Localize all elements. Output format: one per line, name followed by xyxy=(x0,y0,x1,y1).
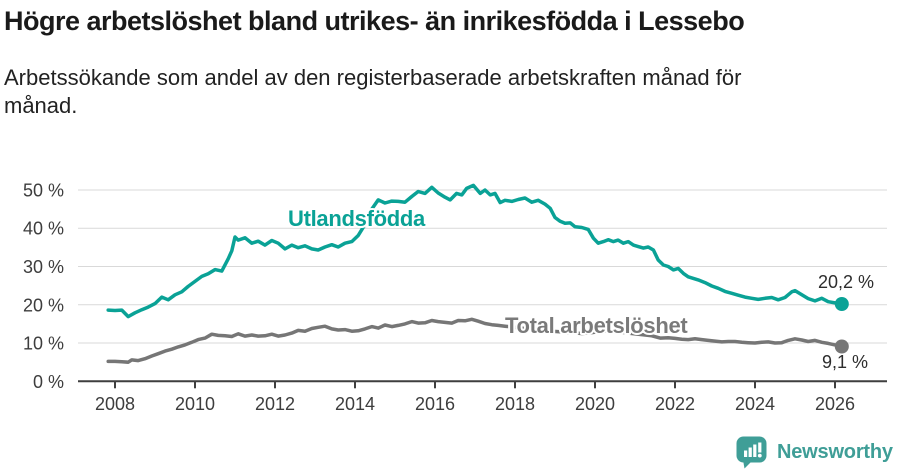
bar-chart-glyph xyxy=(744,442,762,458)
end-value-label-utlandsfodda: 20,2 % xyxy=(818,272,874,292)
y-tick-label-0: 0 % xyxy=(33,372,64,392)
unemployment-line-chart: 2008 2010 2012 2014 2016 2018 2020 2022 2024 2026… xyxy=(23,181,887,414)
x-tick-label-2022: 2022 xyxy=(655,394,695,414)
y-tick-label-20: 20 % xyxy=(23,295,64,315)
x-tick-label-2024: 2024 xyxy=(735,394,775,414)
subtitle-line-2: månad. xyxy=(4,93,78,118)
x-tick-label-2012: 2012 xyxy=(255,394,295,414)
series-line-utlandsfodda xyxy=(106,183,844,319)
series-end-dot-total xyxy=(834,339,849,354)
x-tick-label-2016: 2016 xyxy=(415,394,455,414)
series-label-total: Total arbetslöshet xyxy=(505,313,688,338)
end-value-label-total: 9,1 % xyxy=(822,352,868,372)
x-tick-label-2014: 2014 xyxy=(335,394,375,414)
x-tick-label-2010: 2010 xyxy=(175,394,215,414)
series-line-total xyxy=(106,317,844,364)
x-tick-label-2026: 2026 xyxy=(815,394,855,414)
x-tick-label-2008: 2008 xyxy=(95,394,135,414)
newsworthy-logo-text: Newsworthy xyxy=(777,440,893,463)
page-title: Högre arbetslöshet bland utrikes- än inr… xyxy=(4,6,745,36)
y-tick-label-10: 10 % xyxy=(23,334,64,354)
y-tick-label-30: 30 % xyxy=(23,257,64,277)
subtitle-line-1: Arbetssökande som andel av den registerb… xyxy=(4,65,742,90)
y-tick-label-50: 50 % xyxy=(23,181,64,201)
x-tick-label-2018: 2018 xyxy=(495,394,535,414)
newsworthy-logo[interactable]: Newsworthy xyxy=(735,435,893,469)
y-tick-label-40: 40 % xyxy=(23,219,64,239)
x-tick-label-2020: 2020 xyxy=(575,394,615,414)
series-end-dot-utlandsfodda xyxy=(834,297,849,311)
newsworthy-logo-icon xyxy=(736,436,767,469)
series-label-utlandsfodda: Utlandsfödda xyxy=(288,206,426,231)
chart-subtitle: Arbetssökande som andel av den registerb… xyxy=(4,64,874,120)
